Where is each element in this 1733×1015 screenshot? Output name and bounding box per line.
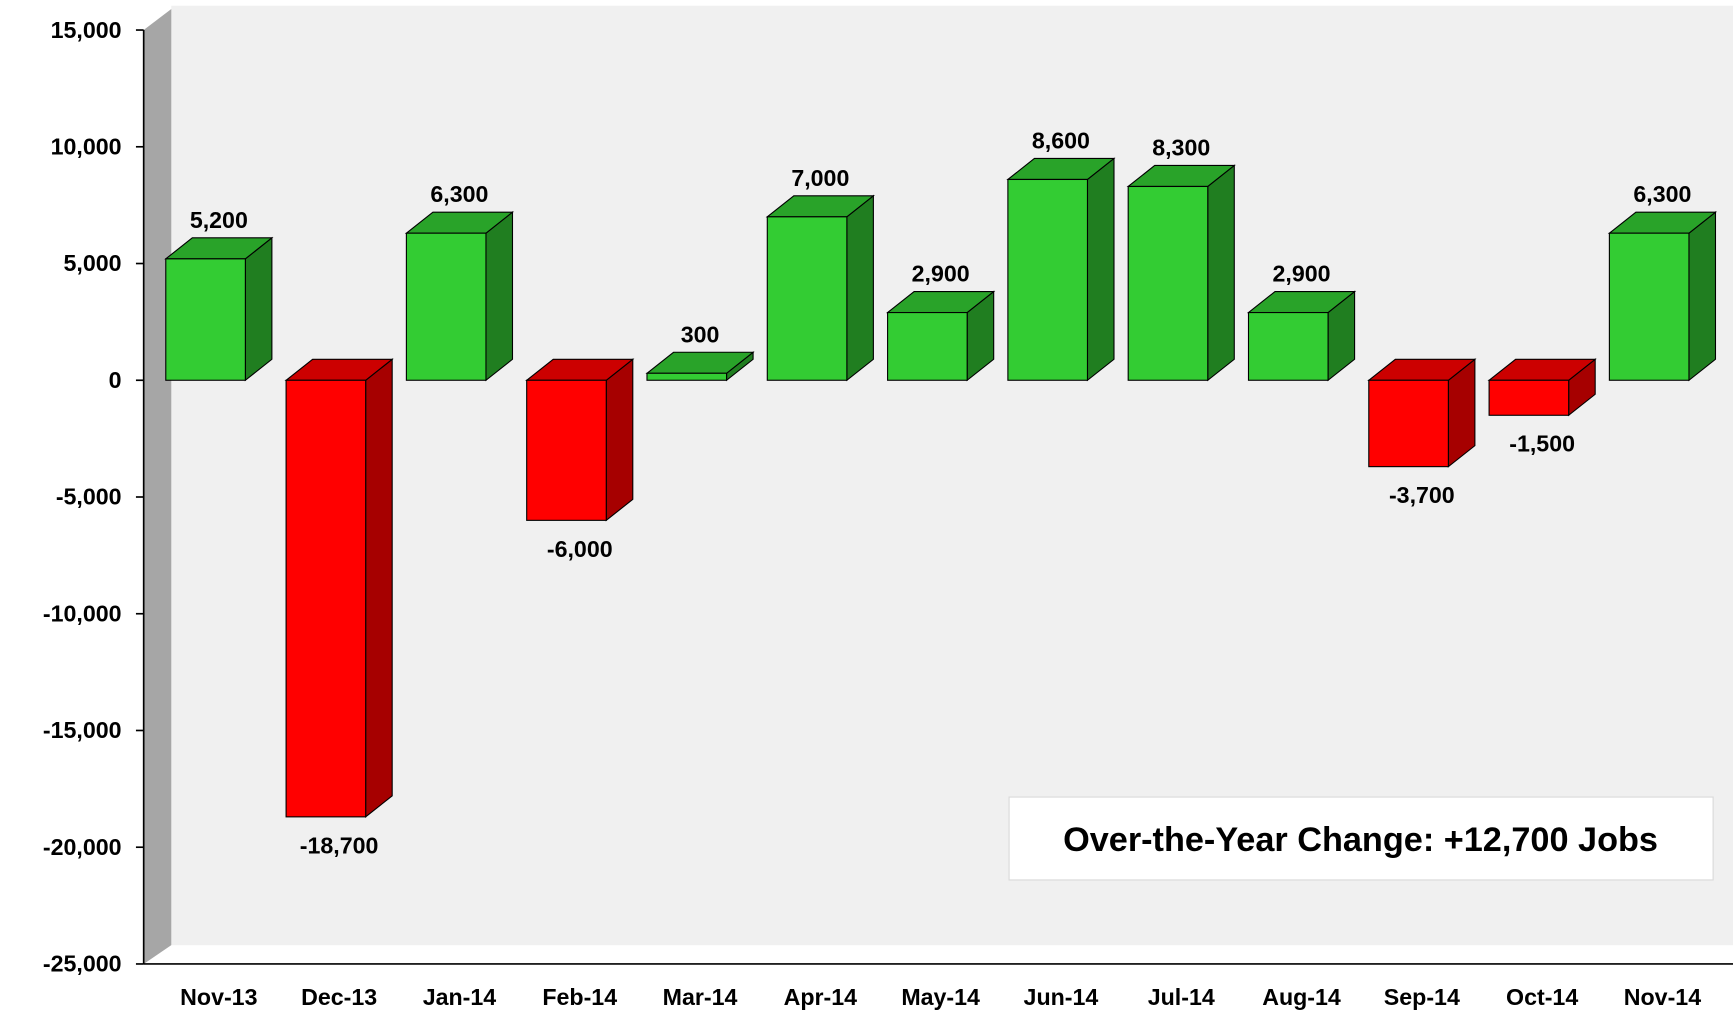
bar-side (244, 236, 273, 382)
bar-side (1688, 211, 1717, 382)
bar (765, 194, 875, 382)
bar-front (285, 379, 367, 818)
bar (885, 290, 996, 382)
data-label: -3,700 (1389, 482, 1455, 508)
data-label: 6,300 (1633, 181, 1691, 207)
x-tick-label: Nov-13 (180, 984, 257, 1010)
data-label: 300 (681, 321, 720, 347)
bar-front (1368, 379, 1449, 468)
bar (645, 351, 755, 382)
bar (525, 358, 635, 522)
bar (1607, 211, 1718, 382)
x-tick-label: Apr-14 (784, 984, 858, 1010)
data-label: 6,300 (430, 181, 488, 207)
y-tick-label: 0 (109, 367, 122, 393)
x-tick-label: Dec-13 (301, 984, 377, 1010)
bar-side (1207, 164, 1235, 382)
data-label: -18,700 (300, 832, 379, 858)
x-tick-label: Aug-14 (1262, 984, 1341, 1010)
bar-front (1608, 232, 1690, 381)
annotation-box (1008, 796, 1714, 881)
x-tick-label: Feb-14 (542, 984, 617, 1010)
y-tick-label: 5,000 (64, 250, 122, 276)
y-tick-label: 10,000 (51, 134, 122, 160)
x-tick-label: Mar-14 (663, 984, 738, 1010)
y-tick-label: -5,000 (56, 484, 122, 510)
y-tick-label: -15,000 (43, 717, 122, 743)
bar-front (766, 216, 848, 381)
bar (1367, 358, 1477, 468)
bar-front (646, 372, 728, 381)
x-tick-label: Oct-14 (1506, 984, 1578, 1010)
bar (1126, 164, 1236, 382)
x-tick-label: Sep-14 (1384, 984, 1460, 1010)
x-tick-label: Jun-14 (1024, 984, 1099, 1010)
bar-front (526, 379, 607, 521)
data-label: 8,300 (1152, 135, 1210, 161)
bar-front (165, 258, 246, 381)
bar-side (605, 358, 634, 522)
data-label: 7,000 (791, 165, 849, 191)
x-tick-label: Jan-14 (423, 984, 497, 1010)
plot-background (171, 5, 1733, 946)
annotation: Over-the-Year Change: +12,700 Jobs (1063, 821, 1658, 859)
y-tick-label: -20,000 (43, 834, 122, 860)
bar-side (1086, 157, 1115, 382)
axis-wall (143, 9, 172, 964)
data-label: 5,200 (190, 207, 248, 233)
bar (1487, 358, 1597, 417)
data-label: 8,600 (1032, 128, 1090, 154)
bar-side (846, 194, 874, 382)
bar (1006, 157, 1116, 382)
bar (404, 211, 515, 382)
bar-front (1007, 178, 1089, 381)
y-tick-label: -25,000 (43, 951, 122, 977)
data-label: -1,500 (1509, 431, 1575, 457)
bar (164, 236, 274, 382)
bar-side (485, 211, 514, 382)
bar (284, 358, 394, 819)
y-tick-label: -10,000 (43, 600, 122, 626)
x-tick-label: Jul-14 (1148, 984, 1215, 1010)
data-label: 2,900 (912, 261, 970, 287)
bar-front (1488, 379, 1570, 416)
bar-front (405, 232, 487, 381)
bar-side (365, 358, 393, 819)
bar-front (1247, 311, 1329, 381)
x-tick-label: Nov-14 (1624, 984, 1701, 1010)
y-tick-label: 15,000 (51, 17, 122, 43)
x-tick-label: May-14 (901, 984, 980, 1010)
bar-front (887, 311, 968, 381)
bar (1246, 290, 1357, 382)
data-label: 2,900 (1273, 261, 1331, 287)
bar-front (1127, 185, 1209, 381)
data-label: -6,000 (547, 536, 613, 562)
